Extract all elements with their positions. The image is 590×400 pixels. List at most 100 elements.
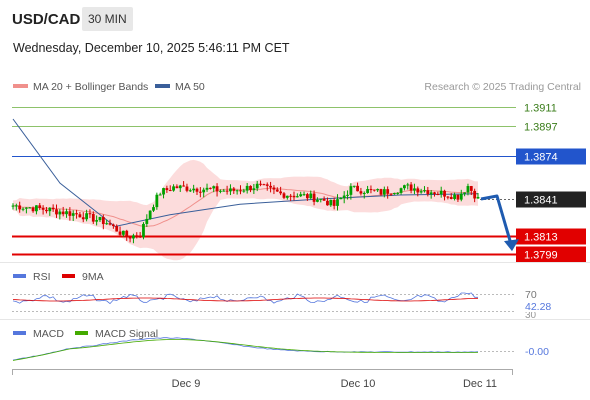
candle-body — [409, 184, 413, 191]
candle-body — [18, 205, 22, 210]
candle-body — [386, 189, 390, 194]
support-level-label: 1.3799 — [524, 250, 558, 262]
candle-body — [295, 196, 299, 198]
candle-body — [65, 211, 68, 215]
candle-body — [155, 194, 159, 208]
candle-body — [35, 205, 38, 212]
candle-body — [429, 192, 433, 195]
candle-body — [28, 207, 32, 209]
candle-body — [152, 207, 155, 211]
candle-body — [423, 190, 426, 192]
candle-body — [178, 185, 182, 189]
candle-body — [222, 190, 226, 192]
forecast-arrow-line — [480, 194, 513, 245]
candle-body — [302, 194, 306, 196]
candle-body — [285, 195, 289, 198]
candle-body — [239, 190, 242, 192]
candle-body — [135, 235, 139, 237]
candle-body — [71, 213, 75, 216]
forecast-arrow-head — [504, 239, 519, 252]
x-tick-label: Dec 10 — [341, 378, 376, 390]
candle-body — [85, 213, 88, 220]
candle-body — [259, 183, 262, 185]
candle-body — [38, 205, 42, 208]
candle-body — [262, 184, 266, 186]
ma50-legend-swatch — [155, 84, 170, 88]
candle-body — [215, 186, 219, 192]
candle-body — [185, 186, 189, 191]
candle-body — [396, 192, 400, 194]
candle-body — [446, 196, 450, 198]
pivot-level-tag — [516, 148, 586, 165]
candle-body — [51, 207, 55, 210]
candle-body — [389, 193, 393, 195]
candle-body — [279, 191, 283, 194]
candle-body — [362, 192, 366, 194]
candle-body — [255, 183, 259, 189]
candle-body — [436, 193, 440, 195]
rsi-ma-legend-swatch — [62, 274, 75, 278]
candle-body — [61, 211, 65, 215]
candle-body — [11, 205, 15, 207]
interval-badge[interactable]: 30 MIN — [82, 7, 133, 31]
candle-body — [359, 191, 363, 194]
candle-body — [14, 205, 18, 207]
rsi-30-label: 30 — [525, 310, 537, 321]
chart-header: USD/CAD 30 MIN — [0, 0, 590, 34]
candle-body — [342, 195, 346, 199]
candle-body — [312, 193, 316, 202]
candle-body — [349, 186, 353, 195]
x-tick-label: Dec 9 — [172, 378, 201, 390]
candle-body — [426, 190, 430, 195]
candle-body — [416, 188, 420, 193]
candle-body — [439, 190, 443, 195]
candle-body — [125, 230, 129, 238]
copyright-label: Research © 2025 Trading Central — [424, 81, 581, 93]
candle-body — [21, 208, 25, 210]
candle-body — [252, 188, 256, 191]
pivot-level-label: 1.3874 — [524, 152, 558, 164]
candle-body — [352, 185, 356, 187]
x-tick-label: Dec 11 — [463, 378, 497, 390]
candle-body — [376, 189, 380, 191]
candle-body — [469, 186, 473, 191]
support-level-tag — [516, 228, 586, 245]
candle-body — [466, 186, 470, 193]
bollinger-band — [13, 159, 478, 261]
candle-body — [68, 211, 72, 216]
candle-body — [316, 199, 319, 202]
candle-body — [309, 193, 313, 199]
candle-body — [212, 186, 216, 189]
candle-body — [456, 194, 460, 200]
candle-body — [392, 193, 396, 195]
candle-body — [182, 185, 186, 187]
candle-body — [319, 198, 323, 200]
candle-body — [101, 217, 105, 225]
last-price-tag — [516, 191, 586, 208]
candle-body — [249, 185, 252, 191]
candle-body — [98, 217, 102, 221]
candle-body — [158, 194, 162, 196]
macd-legend-label: MACD — [33, 328, 64, 340]
candle-body — [55, 209, 58, 215]
candle-body — [48, 207, 52, 212]
candle-body — [399, 188, 403, 193]
ma50-legend-label: MA 50 — [175, 81, 205, 93]
candle-body — [165, 188, 169, 191]
candle-body — [41, 207, 45, 210]
candle-body — [121, 230, 125, 235]
candle-body — [269, 185, 272, 188]
candle-body — [195, 188, 199, 192]
candle-body — [232, 188, 236, 191]
candle-body — [188, 190, 192, 192]
candle-body — [208, 187, 212, 189]
candle-body — [205, 187, 209, 190]
candle-body — [305, 194, 309, 199]
candle-body — [326, 200, 329, 206]
candle-body — [346, 194, 349, 196]
resistance-level-label: 1.3911 — [524, 103, 557, 115]
candle-body — [198, 191, 202, 193]
candle-body — [75, 213, 78, 215]
candle-body — [225, 190, 229, 192]
